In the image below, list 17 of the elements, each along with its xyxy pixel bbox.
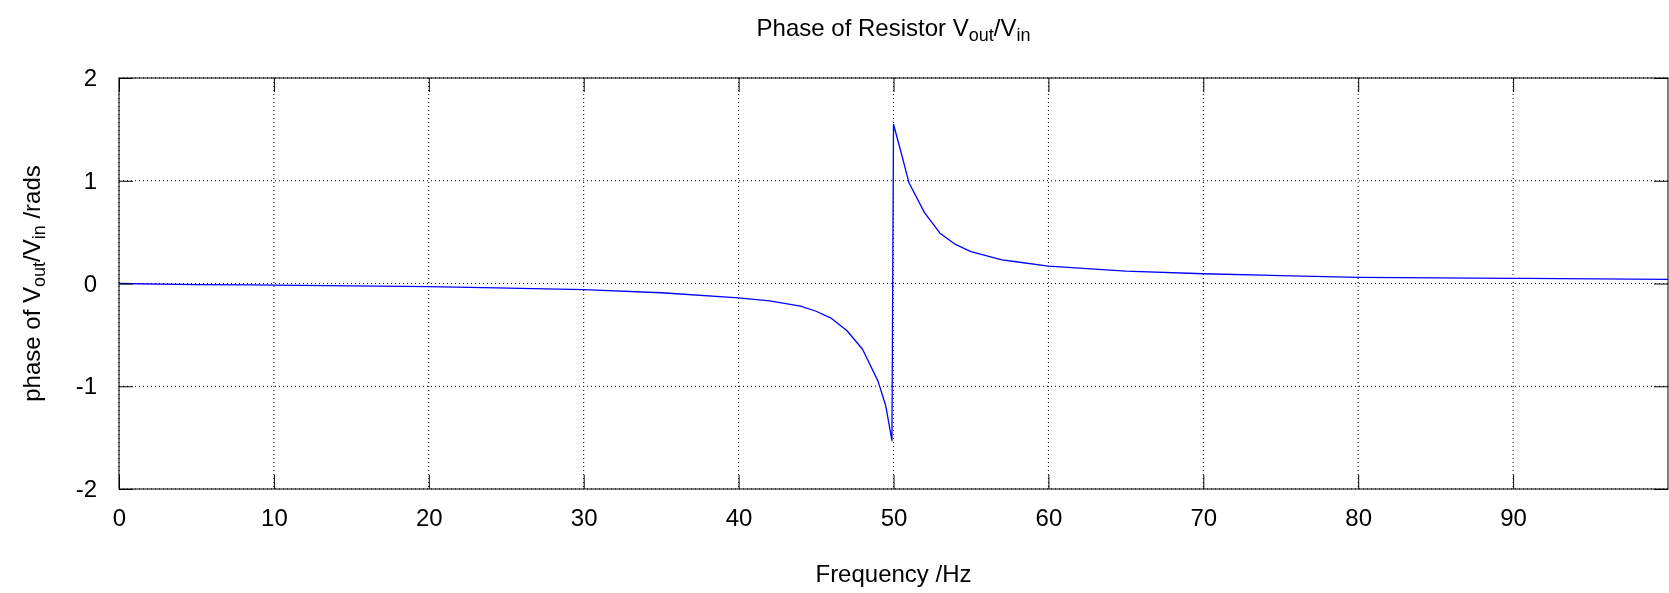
y-tick-label: 2: [83, 64, 97, 92]
x-axis-title: Frequency /Hz: [815, 560, 972, 587]
y-tick-label: 0: [83, 269, 97, 297]
x-tick-label: 20: [415, 504, 443, 532]
x-tick-label: 10: [261, 504, 288, 532]
x-tick-label: 90: [1500, 504, 1527, 532]
y-tick-label: -2: [75, 475, 97, 503]
x-tick-label: 0: [112, 504, 127, 532]
x-tick-label: 40: [725, 504, 753, 532]
x-tick-label: 80: [1345, 504, 1373, 532]
x-tick-label: 50: [880, 504, 908, 532]
x-tick-label: 60: [1035, 504, 1063, 532]
y-tick-label: -1: [75, 372, 97, 400]
x-tick-label: 30: [570, 504, 598, 532]
x-tick-label: 70: [1190, 504, 1218, 532]
chart-title: Phase of Resistor V$_{out}$/V$_{in}$: [756, 14, 1031, 46]
y-tick-label: 1: [83, 166, 97, 194]
